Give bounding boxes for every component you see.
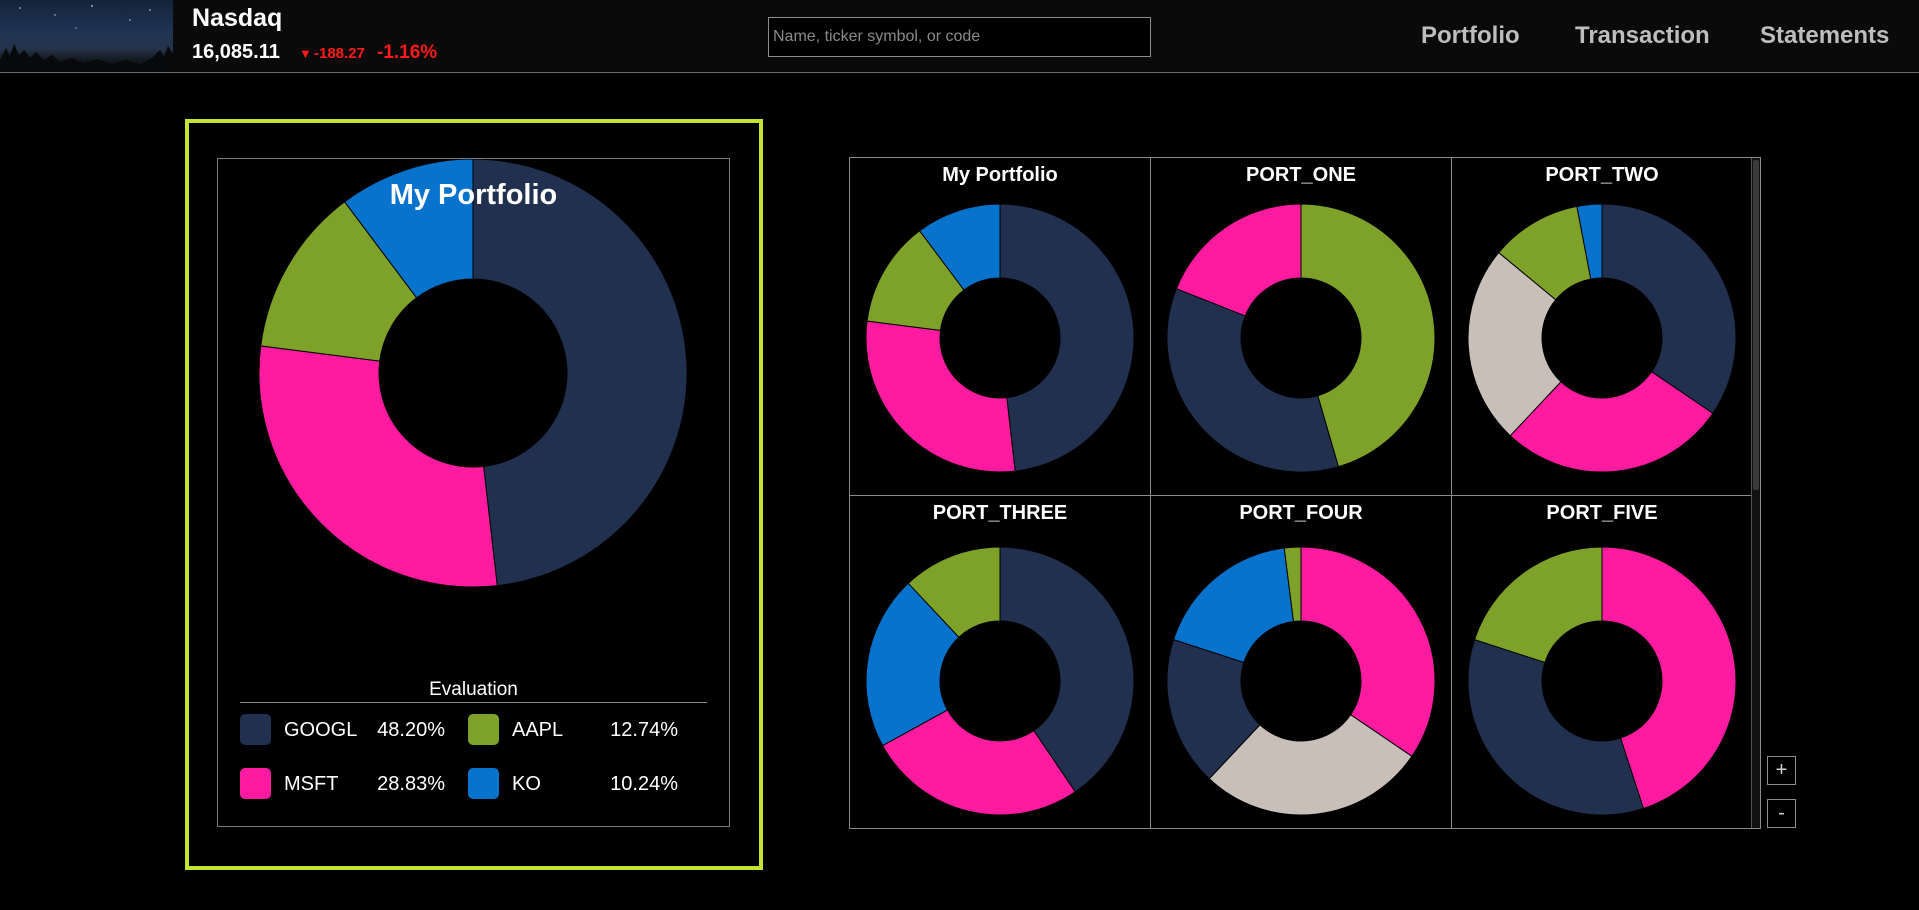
donut-slice [1467,251,1562,437]
legend-title: Evaluation [429,679,518,700]
legend-percent: 12.74% [610,719,678,741]
portfolio-cell-title: PORT_ONE [1245,164,1357,186]
legend-name: GOOGL [284,719,358,741]
scrollbar-thumb[interactable] [1753,160,1759,490]
donut-slice [1172,547,1295,664]
search-input[interactable] [768,17,1151,57]
nav-transaction[interactable]: Transaction [1575,22,1710,49]
mini-donut-chart [1166,203,1436,473]
donut-slice [918,203,1001,291]
featured-portfolio-card[interactable]: My Portfolio Evaluation GOOGL 48.20% AAP… [217,158,730,827]
portfolio-cell-port-one[interactable]: PORT_ONE [1151,158,1451,495]
portfolio-grid[interactable]: My Portfolio PORT_ONE PORT_TWO PORT_THRE… [849,157,1761,829]
selected-portfolio-highlight [185,119,763,870]
donut-slice [1576,203,1603,280]
donut-slice [258,345,498,588]
donut-slice [1208,714,1413,816]
market-index-value: 16,085.11 [192,41,280,63]
featured-portfolio-title: My Portfolio [389,179,558,211]
portfolio-cell-my-portfolio[interactable]: My Portfolio [850,158,1150,495]
donut-slice [1300,546,1436,758]
mini-donut-chart [865,546,1135,816]
grid-divider [850,495,1752,496]
legend-swatch [468,768,499,799]
portfolio-cell-title: PORT_FOUR [1239,502,1363,524]
donut-slice [472,159,688,587]
mini-donut-chart [1467,203,1737,473]
legend-percent: 48.20% [377,719,445,741]
scrollbar-track[interactable] [1751,158,1760,828]
donut-slice [1166,638,1261,780]
legend-name: KO [512,773,541,795]
donut-slice [881,709,1077,816]
portfolio-cell-title: My Portfolio [942,164,1058,186]
portfolio-cell-title: PORT_THREE [932,502,1068,524]
donut-slice [1467,638,1645,816]
market-index-change: -188.27 [314,45,365,62]
portfolio-cell-port-four[interactable]: PORT_FOUR [1151,496,1451,828]
donut-slice [1601,203,1737,415]
featured-donut-chart [258,159,688,588]
donut-slice [865,582,960,747]
portfolio-cell-port-two[interactable]: PORT_TWO [1452,158,1752,495]
mini-donut-chart [865,203,1135,473]
portfolio-cell-title: PORT_TWO [1545,164,1659,186]
market-index-change-percent: -1.16% [377,42,438,63]
legend-swatch [468,714,499,745]
nav-statements[interactable]: Statements [1760,22,1890,49]
grid-divider [1451,158,1452,828]
donut-slice [999,203,1135,472]
portfolio-cell-port-five[interactable]: PORT_FIVE [1452,496,1752,828]
portfolio-cell-title: PORT_FIVE [1546,502,1658,524]
legend-name: AAPL [512,719,564,741]
zoom-in-button[interactable]: + [1767,756,1796,785]
legend-divider [240,702,707,703]
donut-slice [865,320,1016,473]
donut-slice [1175,203,1302,317]
donut-slice [1300,203,1436,468]
night-sky-banner-image [0,0,173,72]
legend-name: MSFT [284,773,339,795]
grid-divider [1150,158,1151,828]
donut-slice [1473,546,1603,664]
donut-slice [907,546,1001,638]
zoom-out-button[interactable]: - [1767,799,1796,828]
mini-donut-chart [1467,546,1737,816]
nav-portfolio[interactable]: Portfolio [1421,22,1520,49]
donut-slice [1601,546,1737,810]
portfolio-cell-port-three[interactable]: PORT_THREE [850,496,1150,828]
mini-donut-chart [1166,546,1436,816]
legend-swatch [240,768,271,799]
donut-slice [1509,371,1714,473]
donut-slice [260,201,418,362]
legend-percent: 10.24% [610,773,678,795]
down-arrow-icon: ▼ [299,46,312,61]
legend-percent: 28.83% [377,773,445,795]
top-bar: Nasdaq 16,085.11 ▼ -188.27 -1.16% Portfo… [0,0,1919,73]
legend-swatch [240,714,271,745]
donut-slice [343,159,474,299]
donut-slice [999,546,1135,793]
donut-slice [1283,546,1302,623]
donut-slice [1166,288,1340,473]
market-index-name: Nasdaq [192,4,283,32]
